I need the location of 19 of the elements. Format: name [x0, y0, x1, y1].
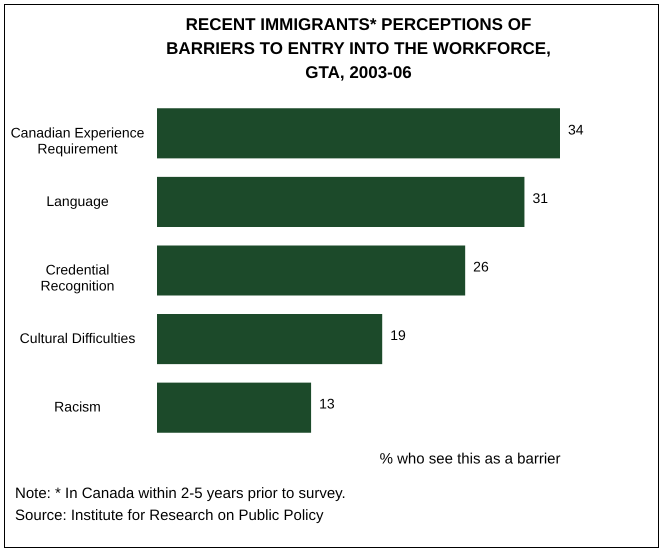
y-tick-label: Credential Recognition: [40, 262, 114, 294]
data-label: 13: [319, 396, 335, 412]
y-tick-label: Racism: [54, 398, 101, 415]
bar: [157, 108, 560, 158]
bar: [157, 382, 312, 433]
x-axis-title: % who see this as a barrier: [380, 450, 560, 468]
chart-title: RECENT IMMIGRANTS* PERCEPTIONS OF BARRIERS TO ENTRY INTO THE WORKFORCE, GTA, 2003-06: [166, 15, 551, 82]
y-tick-label: Canadian Experience Requirement: [10, 124, 145, 156]
bar: [157, 176, 524, 227]
data-label: 26: [473, 258, 489, 274]
data-label: 19: [390, 327, 406, 344]
data-label: 31: [532, 190, 548, 206]
source-note: Source: Institute for Research on Public Policy: [15, 506, 324, 526]
bar: [157, 314, 382, 364]
bar: [157, 245, 466, 296]
text: Note: * In Canada within 2-5 years prior to survey.: [15, 484, 346, 504]
y-tick-label: Cultural Difficulties: [20, 330, 136, 346]
y-tick-label: Language: [46, 192, 109, 209]
data-label: 34: [568, 121, 584, 138]
